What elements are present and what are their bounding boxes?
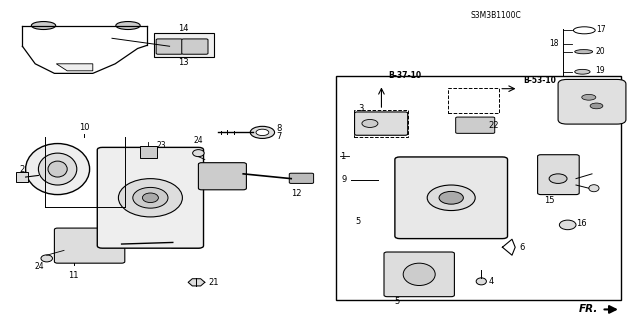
FancyBboxPatch shape bbox=[384, 252, 454, 297]
Ellipse shape bbox=[38, 153, 77, 185]
Ellipse shape bbox=[590, 103, 603, 109]
Text: 1: 1 bbox=[340, 152, 346, 161]
Text: 22: 22 bbox=[488, 121, 499, 130]
Text: 7: 7 bbox=[276, 132, 282, 141]
Text: 5: 5 bbox=[394, 297, 399, 306]
FancyBboxPatch shape bbox=[171, 237, 200, 248]
FancyBboxPatch shape bbox=[289, 173, 314, 183]
Text: 9: 9 bbox=[342, 175, 347, 184]
Text: 13: 13 bbox=[179, 58, 189, 67]
Ellipse shape bbox=[403, 263, 435, 286]
Text: 23: 23 bbox=[157, 141, 166, 150]
Text: 20: 20 bbox=[595, 47, 605, 56]
Bar bbox=[154, 33, 214, 57]
Ellipse shape bbox=[439, 191, 463, 204]
Text: 8: 8 bbox=[276, 124, 282, 133]
Text: 6: 6 bbox=[520, 243, 525, 252]
Text: 18: 18 bbox=[549, 39, 559, 48]
Text: 21: 21 bbox=[208, 278, 218, 287]
FancyBboxPatch shape bbox=[54, 228, 125, 263]
FancyBboxPatch shape bbox=[182, 39, 208, 54]
Text: 11: 11 bbox=[68, 271, 79, 280]
Text: 10: 10 bbox=[79, 123, 90, 132]
FancyBboxPatch shape bbox=[456, 117, 495, 133]
Ellipse shape bbox=[582, 94, 596, 100]
Ellipse shape bbox=[256, 129, 269, 136]
Polygon shape bbox=[188, 279, 205, 286]
FancyBboxPatch shape bbox=[198, 163, 246, 190]
Ellipse shape bbox=[559, 220, 576, 230]
Text: 16: 16 bbox=[576, 219, 587, 228]
Ellipse shape bbox=[575, 70, 590, 74]
FancyBboxPatch shape bbox=[558, 79, 626, 124]
Bar bbox=[140, 146, 157, 158]
Bar bbox=[354, 110, 408, 137]
FancyBboxPatch shape bbox=[156, 39, 182, 54]
Ellipse shape bbox=[118, 179, 182, 217]
Text: S3M3B1100C: S3M3B1100C bbox=[470, 11, 521, 20]
Bar bbox=[16, 172, 28, 182]
Ellipse shape bbox=[250, 126, 275, 138]
Text: B-37-10: B-37-10 bbox=[388, 71, 422, 80]
Text: 5: 5 bbox=[355, 217, 360, 226]
Text: FR.: FR. bbox=[579, 304, 598, 314]
Polygon shape bbox=[56, 64, 93, 71]
Ellipse shape bbox=[589, 185, 599, 192]
Text: 15: 15 bbox=[544, 196, 554, 205]
FancyBboxPatch shape bbox=[395, 157, 508, 239]
Ellipse shape bbox=[41, 255, 52, 262]
Ellipse shape bbox=[116, 21, 140, 30]
FancyBboxPatch shape bbox=[538, 155, 579, 195]
Ellipse shape bbox=[142, 193, 158, 203]
Bar bbox=[336, 76, 621, 300]
Ellipse shape bbox=[193, 150, 204, 157]
FancyBboxPatch shape bbox=[97, 147, 204, 248]
Text: 17: 17 bbox=[596, 25, 606, 34]
FancyBboxPatch shape bbox=[355, 112, 408, 135]
Ellipse shape bbox=[575, 49, 593, 54]
Ellipse shape bbox=[48, 161, 67, 177]
Text: 3: 3 bbox=[358, 104, 364, 113]
Ellipse shape bbox=[549, 174, 567, 183]
Ellipse shape bbox=[428, 185, 475, 211]
Ellipse shape bbox=[133, 188, 168, 208]
Ellipse shape bbox=[362, 119, 378, 128]
Text: 24: 24 bbox=[35, 262, 45, 271]
Ellipse shape bbox=[31, 21, 56, 30]
Bar bbox=[448, 88, 499, 113]
Ellipse shape bbox=[476, 278, 486, 285]
Text: B-53-10: B-53-10 bbox=[523, 76, 556, 85]
Ellipse shape bbox=[26, 144, 90, 195]
Text: 19: 19 bbox=[595, 66, 605, 75]
Text: 14: 14 bbox=[179, 24, 189, 33]
Text: 12: 12 bbox=[291, 189, 301, 198]
Text: 24: 24 bbox=[193, 136, 204, 145]
Text: 2: 2 bbox=[19, 165, 24, 174]
Text: 4: 4 bbox=[488, 277, 493, 286]
